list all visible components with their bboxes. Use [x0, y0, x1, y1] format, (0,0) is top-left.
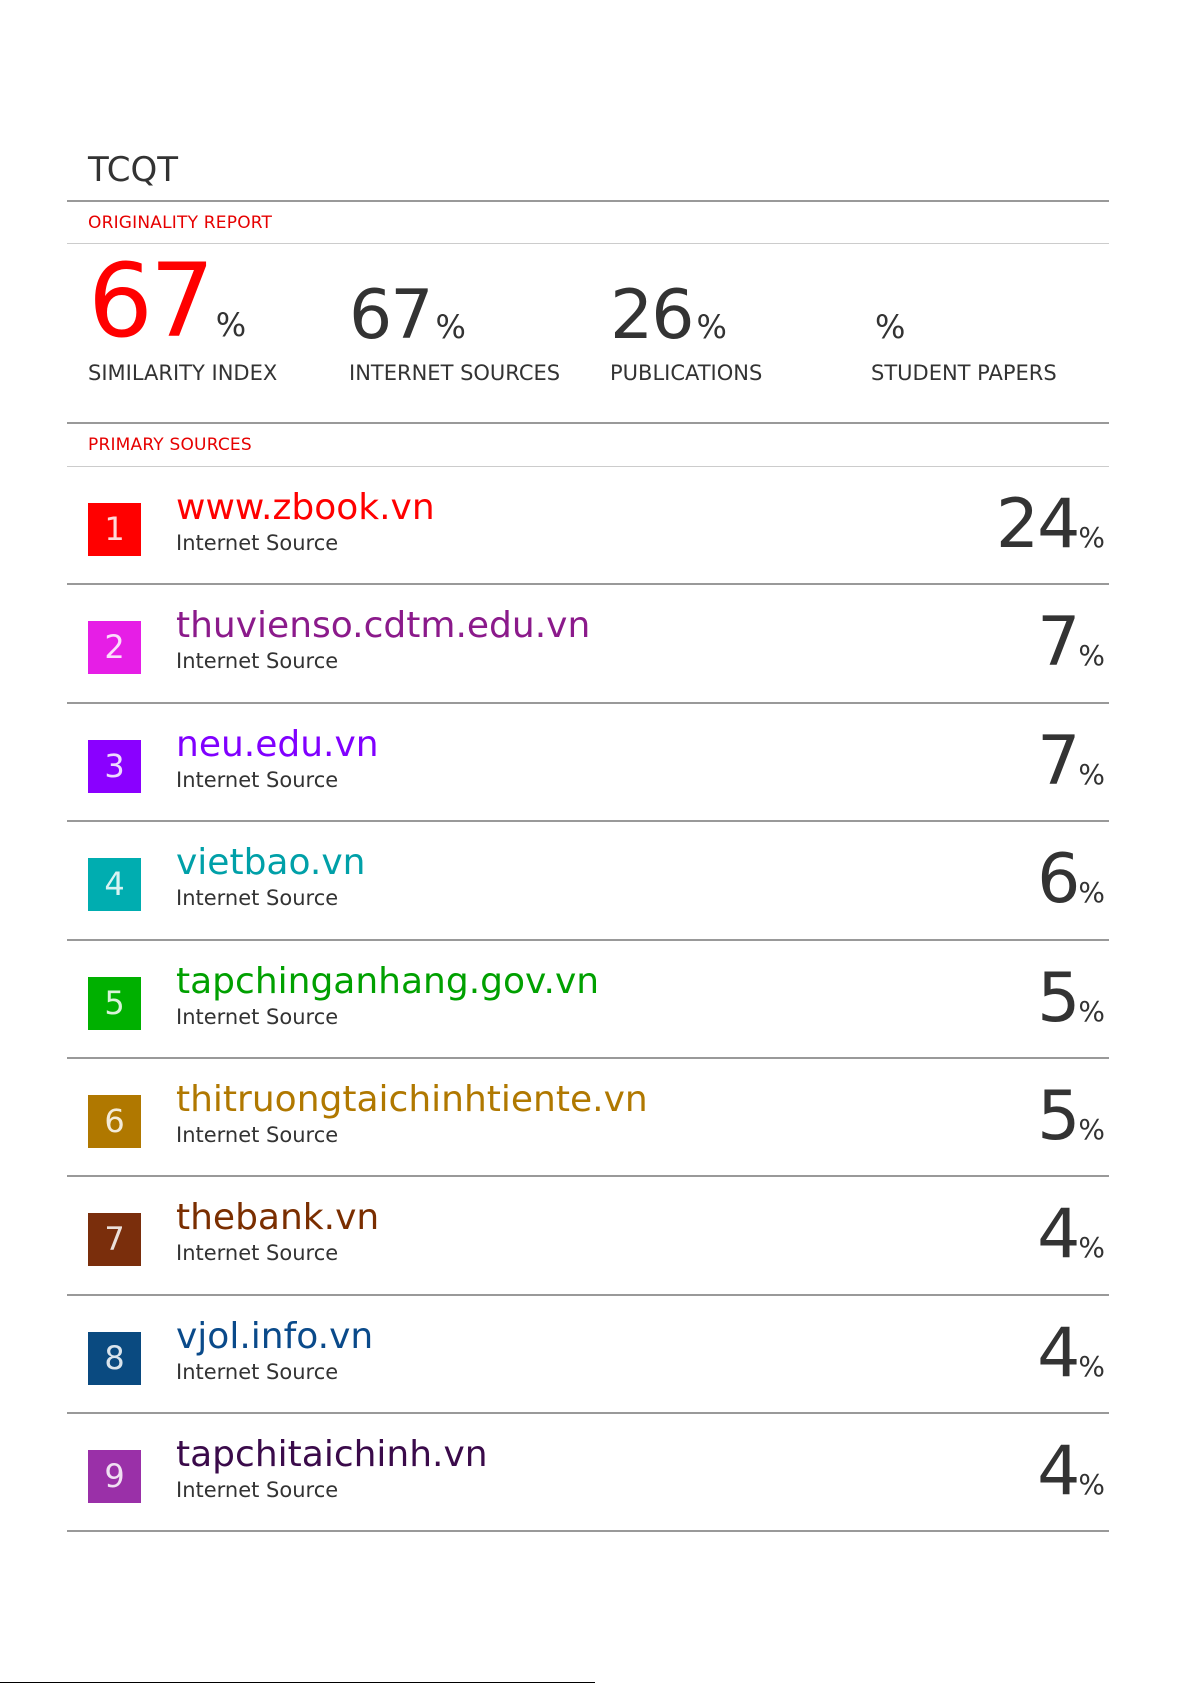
source-name-link[interactable]: tapchinganhang.gov.vn: [176, 961, 600, 1002]
percent-unit: %: [1078, 1231, 1105, 1264]
percent-value: 4: [1037, 1432, 1080, 1511]
source-name-link[interactable]: thebank.vn: [176, 1197, 380, 1238]
document-title: TCQT: [88, 150, 179, 190]
source-row: 3 neu.edu.vn Internet Source 7%: [67, 704, 1109, 823]
percent-value: 4: [1037, 1195, 1080, 1274]
source-row: 7 thebank.vn Internet Source 4%: [67, 1177, 1109, 1296]
source-percentage: 6%: [1037, 840, 1105, 920]
stat-unit: %: [435, 308, 466, 346]
percent-value: 5: [1037, 959, 1080, 1038]
source-row: 8 vjol.info.vn Internet Source 4%: [67, 1296, 1109, 1415]
stat-caption: SIMILARITY INDEX: [88, 361, 278, 385]
row-divider: [67, 583, 1109, 585]
percent-value: 5: [1037, 1077, 1080, 1156]
source-name-link[interactable]: tapchitaichinh.vn: [176, 1434, 488, 1475]
source-rank-badge: 3: [88, 740, 141, 793]
percent-unit: %: [1078, 758, 1105, 791]
row-divider: [67, 702, 1109, 704]
row-divider: [67, 1175, 1109, 1177]
percent-value: 24: [995, 485, 1081, 564]
source-rank-badge: 2: [88, 621, 141, 674]
source-type: Internet Source: [176, 1005, 339, 1029]
source-type: Internet Source: [176, 886, 339, 910]
source-type: Internet Source: [176, 1241, 339, 1265]
stats-divider: [67, 422, 1109, 424]
row-divider: [67, 1294, 1109, 1296]
source-name-link[interactable]: neu.edu.vn: [176, 724, 379, 765]
percent-value: 7: [1037, 722, 1080, 801]
stat-similarity-index: 67% SIMILARITY INDEX: [88, 251, 348, 400]
stat-caption: INTERNET SOURCES: [349, 361, 561, 385]
source-type: Internet Source: [176, 1478, 339, 1502]
source-name-link[interactable]: thitruongtaichinhtiente.vn: [176, 1079, 648, 1120]
percent-unit: %: [1078, 876, 1105, 909]
stat-student-papers: % STUDENT PAPERS: [871, 260, 1131, 400]
source-type: Internet Source: [176, 531, 339, 555]
percent-value: 4: [1037, 1314, 1080, 1393]
source-rank-badge: 9: [88, 1450, 141, 1503]
source-rank-badge: 5: [88, 977, 141, 1030]
source-row: 9 tapchitaichinh.vn Internet Source 4%: [67, 1414, 1109, 1533]
section-divider: [67, 243, 1109, 244]
row-divider: [67, 1412, 1109, 1414]
stat-unit: %: [875, 308, 906, 346]
source-name-link[interactable]: vietbao.vn: [176, 842, 366, 883]
source-row: 4 vietbao.vn Internet Source 6%: [67, 822, 1109, 941]
stat-internet-sources: 67% INTERNET SOURCES: [349, 260, 609, 400]
row-divider: [67, 820, 1109, 822]
row-divider: [67, 1530, 1109, 1532]
section-divider: [67, 466, 1109, 467]
stat-publications: 26% PUBLICATIONS: [610, 260, 870, 400]
stat-unit: %: [696, 308, 727, 346]
stat-value: 67: [88, 242, 215, 361]
percent-unit: %: [1078, 639, 1105, 672]
source-percentage: 5%: [1037, 959, 1105, 1039]
source-percentage: 7%: [1037, 603, 1105, 683]
source-type: Internet Source: [176, 649, 339, 673]
percent-unit: %: [1078, 521, 1105, 554]
source-type: Internet Source: [176, 1123, 339, 1147]
source-rank-badge: 8: [88, 1332, 141, 1385]
stat-caption: STUDENT PAPERS: [871, 361, 1057, 385]
percent-unit: %: [1078, 1113, 1105, 1146]
source-rank-badge: 7: [88, 1213, 141, 1266]
source-type: Internet Source: [176, 1360, 339, 1384]
percent-unit: %: [1078, 1350, 1105, 1383]
percent-unit: %: [1078, 995, 1105, 1028]
source-row: 5 tapchinganhang.gov.vn Internet Source …: [67, 941, 1109, 1060]
source-percentage: 7%: [1037, 722, 1105, 802]
source-percentage: 4%: [1037, 1432, 1105, 1512]
source-name-link[interactable]: thuvienso.cdtm.edu.vn: [176, 605, 591, 646]
row-divider: [67, 1057, 1109, 1059]
title-divider: [67, 200, 1109, 202]
stat-value: 26: [610, 276, 695, 355]
stat-value: 67: [349, 276, 434, 355]
stat-caption: PUBLICATIONS: [610, 361, 763, 385]
row-divider: [67, 939, 1109, 941]
footer-rule: [0, 1682, 595, 1683]
originality-report-label: ORIGINALITY REPORT: [88, 213, 273, 233]
source-percentage: 4%: [1037, 1195, 1105, 1275]
source-row: 6 thitruongtaichinhtiente.vn Internet So…: [67, 1059, 1109, 1178]
source-percentage: 24%: [996, 485, 1105, 565]
source-name-link[interactable]: vjol.info.vn: [176, 1316, 374, 1357]
source-name-link[interactable]: www.zbook.vn: [176, 487, 435, 528]
source-percentage: 4%: [1037, 1314, 1105, 1394]
percent-value: 6: [1037, 840, 1080, 919]
stat-unit: %: [215, 306, 247, 344]
primary-sources-label: PRIMARY SOURCES: [88, 435, 252, 455]
source-rank-badge: 6: [88, 1095, 141, 1148]
source-rank-badge: 4: [88, 858, 141, 911]
source-row: 1 www.zbook.vn Internet Source 24%: [67, 467, 1109, 586]
source-row: 2 thuvienso.cdtm.edu.vn Internet Source …: [67, 585, 1109, 704]
source-rank-badge: 1: [88, 503, 141, 556]
percent-unit: %: [1078, 1468, 1105, 1501]
percent-value: 7: [1037, 603, 1080, 682]
source-percentage: 5%: [1037, 1077, 1105, 1157]
source-type: Internet Source: [176, 768, 339, 792]
